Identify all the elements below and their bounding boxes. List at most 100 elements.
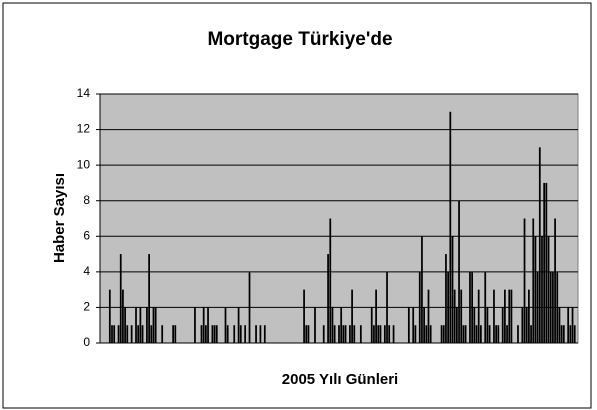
bar (453, 289, 456, 343)
bar (497, 325, 500, 343)
bar (521, 307, 524, 343)
bar (493, 289, 495, 343)
chart-title: Mortgage Türkiye'de (207, 29, 392, 50)
bar (447, 271, 450, 343)
bar (259, 325, 262, 343)
y-tick-label: 4 (83, 264, 90, 278)
bar (421, 236, 423, 343)
bar (353, 325, 356, 343)
bar (445, 254, 447, 343)
bar (407, 307, 410, 343)
bar (510, 289, 513, 343)
bar (314, 307, 316, 343)
bar (556, 271, 559, 343)
bar (117, 325, 120, 343)
bar (386, 271, 388, 343)
bar (224, 307, 227, 343)
bar (545, 182, 548, 343)
bar (479, 325, 482, 343)
bar (126, 325, 129, 343)
bar (425, 325, 428, 343)
bar (442, 325, 445, 343)
bar (204, 325, 207, 343)
bar (113, 325, 116, 343)
bar (226, 325, 229, 343)
bar (562, 325, 565, 343)
bar (237, 307, 240, 343)
bar (530, 325, 532, 343)
bar (331, 307, 334, 343)
bar (373, 325, 375, 343)
bar (560, 325, 563, 343)
bar (554, 218, 556, 343)
bar (528, 289, 530, 343)
y-axis-label: Haber Sayısı (51, 173, 68, 263)
bar (333, 325, 336, 343)
bar (375, 289, 377, 343)
bar (414, 325, 417, 343)
bar (471, 271, 474, 343)
bar (449, 111, 452, 344)
bar (388, 325, 391, 343)
bar (534, 236, 537, 343)
bar (383, 325, 386, 343)
bar (213, 325, 216, 343)
bar (549, 271, 552, 343)
bar (124, 307, 126, 343)
bar (541, 236, 543, 343)
bar (538, 147, 541, 343)
bar (202, 307, 205, 343)
bar (462, 325, 465, 343)
bar (569, 325, 572, 343)
y-tick-label: 14 (77, 86, 91, 100)
bar (351, 289, 353, 343)
bar (488, 325, 491, 343)
bar (552, 271, 554, 343)
bar (525, 307, 528, 343)
bar (458, 200, 460, 343)
bar (111, 325, 113, 343)
bar (455, 307, 458, 343)
bar (558, 307, 561, 343)
bar (573, 325, 576, 343)
bar (119, 254, 122, 343)
y-tick-label: 8 (83, 193, 90, 207)
bar (327, 254, 329, 343)
bar (211, 325, 214, 343)
bar (567, 307, 570, 343)
bar (194, 307, 196, 343)
bar (349, 325, 351, 343)
bar (108, 289, 111, 343)
bar (532, 218, 535, 343)
bar (174, 325, 177, 343)
bar (543, 182, 546, 343)
bar (154, 307, 157, 343)
x-axis-label: 2005 Yılı Günleri (282, 371, 398, 388)
bar (329, 218, 332, 343)
bar (547, 236, 550, 343)
bar (508, 289, 511, 343)
bar (139, 307, 142, 343)
bar (359, 325, 362, 343)
bar (122, 289, 124, 343)
bar (248, 271, 251, 343)
bar (263, 325, 266, 343)
y-tick-label: 6 (83, 228, 90, 242)
y-tick-label: 2 (83, 300, 90, 314)
bar (423, 307, 425, 343)
y-tick-label: 0 (83, 335, 90, 349)
bar (392, 325, 395, 343)
bar (137, 325, 140, 343)
bar (486, 307, 489, 343)
bar (429, 325, 432, 343)
bar (161, 325, 164, 343)
bar (464, 325, 467, 343)
bar (536, 271, 539, 343)
bar (303, 289, 305, 343)
bar (207, 307, 209, 343)
bar (141, 325, 144, 343)
bar (130, 325, 133, 343)
bar (307, 325, 310, 343)
bar (146, 307, 148, 343)
